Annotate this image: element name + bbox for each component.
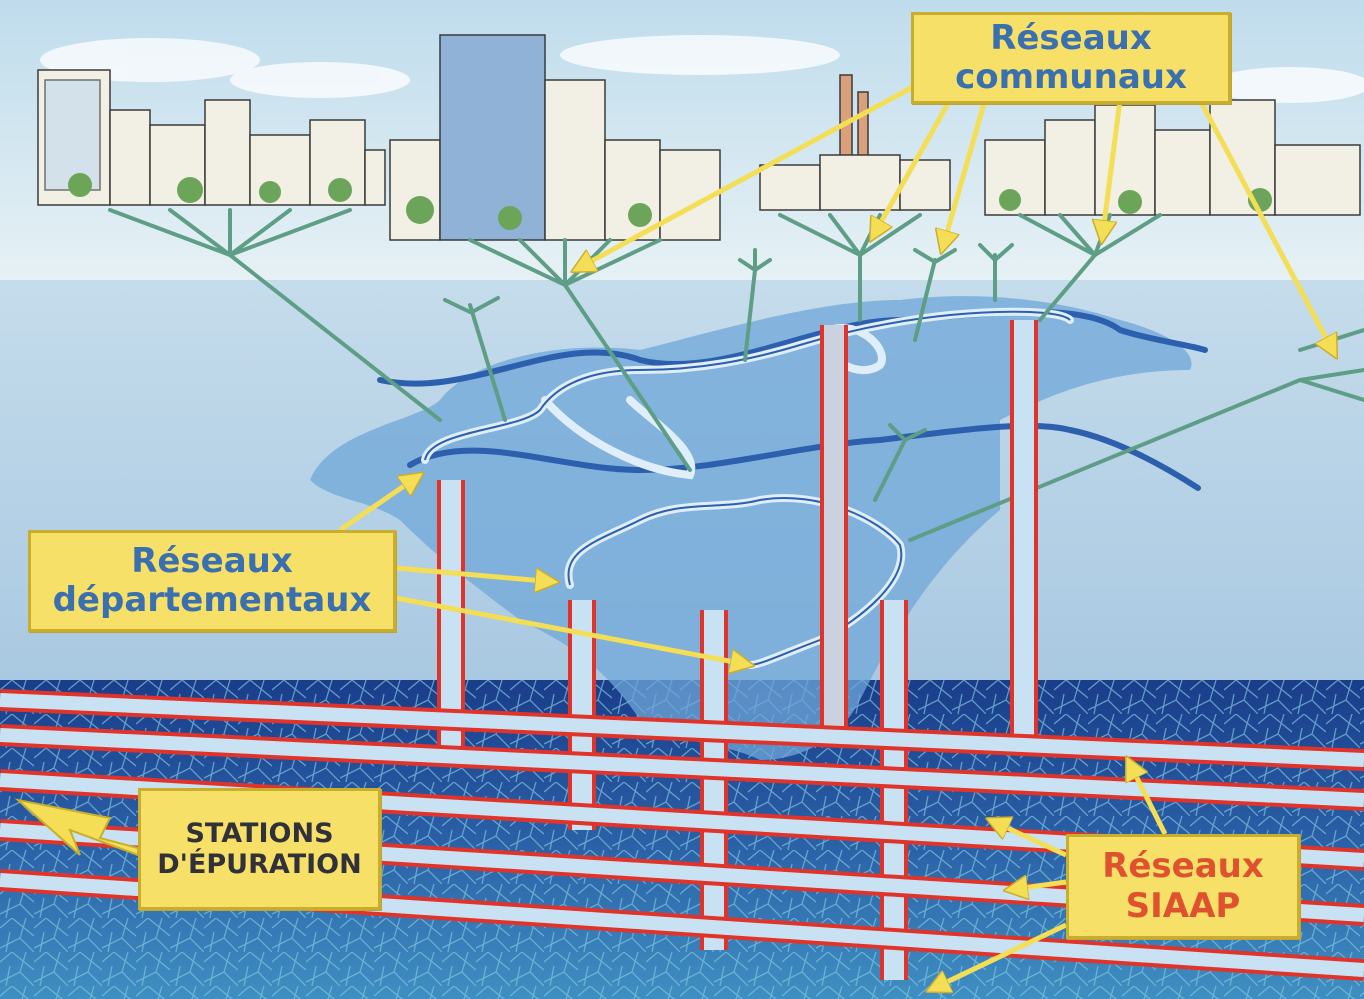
label-reseaux-communaux: Réseaux communaux: [911, 12, 1231, 104]
label-reseaux-siaap-line1: Réseaux: [1102, 846, 1264, 887]
arrow-stations: [14, 798, 139, 857]
communal-network-branches: [108, 208, 1364, 542]
label-reseaux-departementaux-line2: départementaux: [52, 580, 372, 620]
label-stations-epuration: STATIONS D'ÉPURATION: [138, 788, 381, 910]
trees-center: [406, 196, 652, 230]
arrows-departementaux: [338, 475, 750, 665]
trees-right: [999, 188, 1272, 214]
label-reseaux-siaap: Réseaux SIAAP: [1066, 834, 1300, 939]
label-reseaux-departementaux: Réseaux départementaux: [28, 530, 396, 632]
city-skyline-center: [389, 34, 721, 241]
label-reseaux-communaux-line2: communaux: [955, 57, 1187, 97]
label-reseaux-siaap-line2: SIAAP: [1125, 885, 1241, 926]
arrows-communaux: [575, 72, 1335, 355]
trees-left: [68, 173, 352, 203]
label-stations-epuration-line1: STATIONS: [185, 817, 334, 849]
arrows-siaap: [930, 760, 1168, 990]
label-reseaux-departementaux-line1: Réseaux: [131, 540, 293, 581]
label-reseaux-communaux-line1: Réseaux: [990, 17, 1152, 58]
label-stations-epuration-line2: D'ÉPURATION: [157, 849, 362, 880]
